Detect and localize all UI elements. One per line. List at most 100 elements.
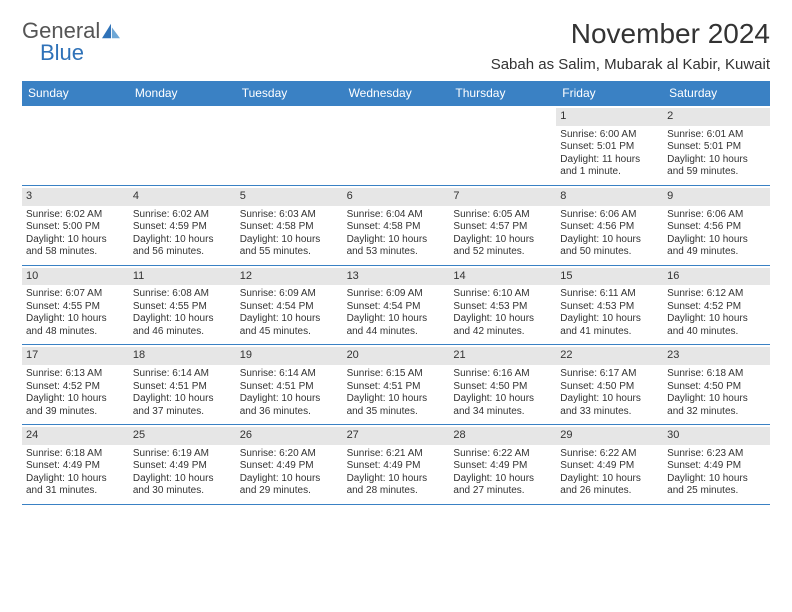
sunrise-text: Sunrise: 6:12 AM <box>667 288 766 301</box>
sunset-text: Sunset: 4:56 PM <box>667 221 766 234</box>
sunrise-text: Sunrise: 6:17 AM <box>560 368 659 381</box>
title-block: November 2024 Sabah as Salim, Mubarak al… <box>491 18 770 73</box>
week-row: 24Sunrise: 6:18 AMSunset: 4:49 PMDayligh… <box>22 424 770 505</box>
day-header-row: Sunday Monday Tuesday Wednesday Thursday… <box>22 81 770 105</box>
sunrise-text: Sunrise: 6:02 AM <box>133 209 232 222</box>
day-cell: 19Sunrise: 6:14 AMSunset: 4:51 PMDayligh… <box>236 345 343 424</box>
sunrise-text: Sunrise: 6:18 AM <box>26 448 125 461</box>
daylight-text: Daylight: 10 hours and 49 minutes. <box>667 234 766 259</box>
day-number: 11 <box>129 268 236 286</box>
day-header-sun: Sunday <box>22 81 129 105</box>
daylight-text: Daylight: 10 hours and 26 minutes. <box>560 473 659 498</box>
daylight-text: Daylight: 11 hours and 1 minute. <box>560 154 659 179</box>
day-number: 28 <box>449 427 556 445</box>
sunset-text: Sunset: 4:58 PM <box>240 221 339 234</box>
sunset-text: Sunset: 4:49 PM <box>347 460 446 473</box>
day-cell: 8Sunrise: 6:06 AMSunset: 4:56 PMDaylight… <box>556 186 663 265</box>
sunrise-text: Sunrise: 6:03 AM <box>240 209 339 222</box>
sunrise-text: Sunrise: 6:13 AM <box>26 368 125 381</box>
daylight-text: Daylight: 10 hours and 36 minutes. <box>240 393 339 418</box>
daylight-text: Daylight: 10 hours and 39 minutes. <box>26 393 125 418</box>
sunset-text: Sunset: 4:52 PM <box>26 381 125 394</box>
weeks-container: 1Sunrise: 6:00 AMSunset: 5:01 PMDaylight… <box>22 105 770 505</box>
day-number: 4 <box>129 188 236 206</box>
sunrise-text: Sunrise: 6:02 AM <box>26 209 125 222</box>
day-number: 25 <box>129 427 236 445</box>
day-header-wed: Wednesday <box>343 81 450 105</box>
sunset-text: Sunset: 4:50 PM <box>560 381 659 394</box>
sunset-text: Sunset: 4:53 PM <box>453 301 552 314</box>
daylight-text: Daylight: 10 hours and 25 minutes. <box>667 473 766 498</box>
sunrise-text: Sunrise: 6:14 AM <box>240 368 339 381</box>
sunrise-text: Sunrise: 6:16 AM <box>453 368 552 381</box>
day-number: 1 <box>556 108 663 126</box>
sunset-text: Sunset: 4:49 PM <box>133 460 232 473</box>
day-cell: 7Sunrise: 6:05 AMSunset: 4:57 PMDaylight… <box>449 186 556 265</box>
day-number: 18 <box>129 347 236 365</box>
sunset-text: Sunset: 4:52 PM <box>667 301 766 314</box>
day-number: 27 <box>343 427 450 445</box>
sunrise-text: Sunrise: 6:19 AM <box>133 448 232 461</box>
sunset-text: Sunset: 4:50 PM <box>453 381 552 394</box>
sunset-text: Sunset: 4:55 PM <box>26 301 125 314</box>
day-header-thu: Thursday <box>449 81 556 105</box>
day-cell: 13Sunrise: 6:09 AMSunset: 4:54 PMDayligh… <box>343 266 450 345</box>
logo: General Blue <box>22 18 122 66</box>
daylight-text: Daylight: 10 hours and 34 minutes. <box>453 393 552 418</box>
day-header-fri: Friday <box>556 81 663 105</box>
month-title: November 2024 <box>491 18 770 50</box>
daylight-text: Daylight: 10 hours and 59 minutes. <box>667 154 766 179</box>
sunrise-text: Sunrise: 6:08 AM <box>133 288 232 301</box>
daylight-text: Daylight: 10 hours and 56 minutes. <box>133 234 232 259</box>
daylight-text: Daylight: 10 hours and 50 minutes. <box>560 234 659 259</box>
week-row: 3Sunrise: 6:02 AMSunset: 5:00 PMDaylight… <box>22 185 770 265</box>
day-number: 8 <box>556 188 663 206</box>
day-header-mon: Monday <box>129 81 236 105</box>
day-cell: 23Sunrise: 6:18 AMSunset: 4:50 PMDayligh… <box>663 345 770 424</box>
day-number: 23 <box>663 347 770 365</box>
day-cell: 9Sunrise: 6:06 AMSunset: 4:56 PMDaylight… <box>663 186 770 265</box>
sail-icon <box>100 22 122 40</box>
day-number: 14 <box>449 268 556 286</box>
day-cell: 30Sunrise: 6:23 AMSunset: 4:49 PMDayligh… <box>663 425 770 504</box>
sunrise-text: Sunrise: 6:00 AM <box>560 129 659 142</box>
sunset-text: Sunset: 4:51 PM <box>240 381 339 394</box>
day-cell <box>343 106 450 185</box>
sunrise-text: Sunrise: 6:22 AM <box>453 448 552 461</box>
day-cell: 6Sunrise: 6:04 AMSunset: 4:58 PMDaylight… <box>343 186 450 265</box>
sunrise-text: Sunrise: 6:14 AM <box>133 368 232 381</box>
day-cell: 21Sunrise: 6:16 AMSunset: 4:50 PMDayligh… <box>449 345 556 424</box>
daylight-text: Daylight: 10 hours and 37 minutes. <box>133 393 232 418</box>
daylight-text: Daylight: 10 hours and 33 minutes. <box>560 393 659 418</box>
sunrise-text: Sunrise: 6:09 AM <box>347 288 446 301</box>
sunset-text: Sunset: 4:59 PM <box>133 221 232 234</box>
day-cell: 18Sunrise: 6:14 AMSunset: 4:51 PMDayligh… <box>129 345 236 424</box>
daylight-text: Daylight: 10 hours and 45 minutes. <box>240 313 339 338</box>
day-cell: 16 Sunrise: 6:12 AMSunset: 4:52 PMDayligh… <box>663 266 770 345</box>
day-number: 15 <box>556 268 663 286</box>
sunrise-text: Sunrise: 6:20 AM <box>240 448 339 461</box>
sunrise-text: Sunrise: 6:21 AM <box>347 448 446 461</box>
sunrise-text: Sunrise: 6:01 AM <box>667 129 766 142</box>
day-cell: 10Sunrise: 6:07 AMSunset: 4:55 PMDayligh… <box>22 266 129 345</box>
day-cell: 17Sunrise: 6:13 AMSunset: 4:52 PMDayligh… <box>22 345 129 424</box>
day-cell: 26Sunrise: 6:20 AMSunset: 4:49 PMDayligh… <box>236 425 343 504</box>
week-row: 10Sunrise: 6:07 AMSunset: 4:55 PMDayligh… <box>22 265 770 345</box>
day-cell: 22Sunrise: 6:17 AMSunset: 4:50 PMDayligh… <box>556 345 663 424</box>
sunset-text: Sunset: 4:49 PM <box>453 460 552 473</box>
sunrise-text: Sunrise: 6:06 AM <box>667 209 766 222</box>
day-number: 30 <box>663 427 770 445</box>
day-cell: 2Sunrise: 6:01 AMSunset: 5:01 PMDaylight… <box>663 106 770 185</box>
day-cell: 14Sunrise: 6:10 AMSunset: 4:53 PMDayligh… <box>449 266 556 345</box>
sunrise-text: Sunrise: 6:18 AM <box>667 368 766 381</box>
sunset-text: Sunset: 4:49 PM <box>667 460 766 473</box>
daylight-text: Daylight: 10 hours and 46 minutes. <box>133 313 232 338</box>
daylight-text: Daylight: 10 hours and 35 minutes. <box>347 393 446 418</box>
week-row: 1Sunrise: 6:00 AMSunset: 5:01 PMDaylight… <box>22 105 770 185</box>
day-cell: 20Sunrise: 6:15 AMSunset: 4:51 PMDayligh… <box>343 345 450 424</box>
daylight-text: Daylight: 10 hours and 40 minutes. <box>667 313 766 338</box>
day-number: 16 <box>663 268 770 286</box>
sunrise-text: Sunrise: 6:04 AM <box>347 209 446 222</box>
day-cell: 1Sunrise: 6:00 AMSunset: 5:01 PMDaylight… <box>556 106 663 185</box>
day-number: 20 <box>343 347 450 365</box>
